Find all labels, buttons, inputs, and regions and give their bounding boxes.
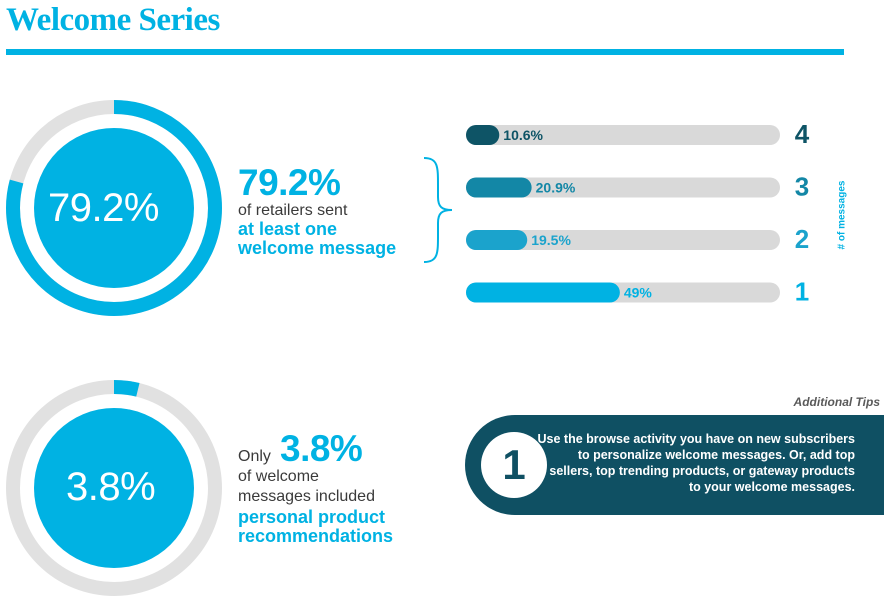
donut-progress-arc [6, 380, 222, 596]
curly-brace-icon [423, 157, 453, 263]
tip-text: Use the browse activity you have on new … [537, 432, 855, 494]
donut-label-retailers: 79.2% [48, 186, 159, 230]
stat-retailers-text: of retailers sent [238, 202, 348, 219]
stat-retailers-emphasis-2: welcome message [238, 238, 397, 258]
donut-core [34, 128, 194, 288]
tip-number-badge: 1 [481, 432, 547, 498]
donut-chart-retailers [6, 100, 222, 316]
bar-value-label: 10.6% [503, 127, 543, 143]
category-label: 4 [795, 119, 810, 149]
bar-track [466, 177, 780, 198]
additional-tips-title: Additional Tips [793, 395, 880, 409]
donut-progress-arc [6, 100, 222, 316]
y-axis-label: # of messages [832, 170, 852, 260]
bar-value-label: 20.9% [536, 180, 576, 196]
bar-track [466, 125, 780, 145]
donut-label-recommendations: 3.8% [66, 465, 156, 509]
bar-3 [466, 177, 532, 198]
stat-retailers-emphasis-1: at least one [238, 219, 338, 239]
bar-2 [466, 230, 528, 250]
page-title: Welcome Series [6, 2, 220, 38]
title-divider [6, 49, 844, 55]
y-axis-label-text: # of messages [836, 180, 848, 250]
category-label: 1 [795, 277, 809, 307]
messages-bar-chart: 10.6% 4 20.9% 3 19.5% 2 49% 1 [466, 119, 810, 307]
bar-value-label: 19.5% [531, 232, 571, 248]
stat-retailers-value: 79.2% [238, 162, 341, 203]
stat-recommendations-line-2: messages included [238, 488, 375, 505]
stat-recommendations-emphasis-2: recommendations [238, 526, 394, 546]
bar-1 [466, 282, 620, 303]
category-label: 2 [795, 224, 809, 254]
category-label: 3 [795, 172, 809, 202]
stat-recommendations-emphasis-1: personal product [238, 507, 386, 527]
donut-core [34, 408, 194, 568]
donut-chart-recommendations [6, 380, 222, 596]
stat-recommendations-value: 3.8% [280, 428, 363, 469]
tip-card: 1 Use the browse activity you have on ne… [465, 415, 884, 515]
stat-recommendations-line-1: of welcome [238, 468, 319, 485]
stat-recommendations-prefix: Only [238, 448, 271, 465]
bar-value-label: 49% [624, 285, 653, 301]
bar-track [466, 230, 780, 250]
bar-4 [466, 125, 500, 145]
